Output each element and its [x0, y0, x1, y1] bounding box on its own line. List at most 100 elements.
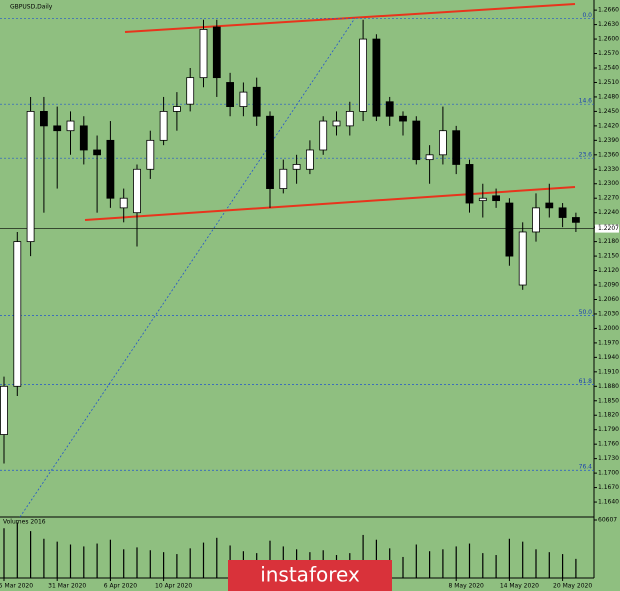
x-tick-label: 10 Apr 2020: [155, 583, 192, 590]
candle-body: [159, 111, 168, 141]
fib-label: 14.6: [579, 98, 593, 105]
candle-body: [292, 164, 301, 170]
candle-body: [385, 101, 394, 117]
last-price-box: [595, 224, 619, 233]
candle-body: [239, 91, 248, 107]
y-tick-label: 1.2420: [598, 122, 619, 129]
y-tick-label: 1.2480: [598, 93, 619, 100]
y-tick-label: 1.2600: [598, 36, 619, 43]
candle-body: [53, 125, 62, 132]
y-tick-label: 1.1730: [598, 455, 619, 462]
y-tick-label: 1.2270: [598, 195, 619, 202]
candle-body: [332, 120, 341, 127]
plot-layer: 1.2660 1.2630 1.2600 1.2570 1.2540 1.2510 1.24…: [0, 7, 619, 590]
y-tick-label: 1.2660: [598, 7, 619, 14]
last-price-label: 1.2207: [598, 225, 619, 232]
x-tick-label: 14 May 2020: [500, 583, 539, 590]
candle-body: [0, 385, 8, 435]
candle-body: [266, 115, 274, 189]
y-tick-label: 1.2540: [598, 65, 619, 72]
candle-body: [212, 26, 221, 79]
volume-title: Volumes 2016: [3, 519, 46, 526]
candle-body: [425, 154, 434, 161]
candle-body: [172, 106, 181, 112]
y-tick-label: 1.2510: [598, 79, 619, 86]
candle-body: [226, 82, 235, 107]
candle-body: [252, 86, 261, 117]
y-tick-label: 1.1850: [598, 397, 619, 404]
fib-label: 76.4: [579, 464, 593, 471]
x-tick-label: 8 May 2020: [449, 583, 484, 590]
y-tick-label: 1.2450: [598, 108, 619, 115]
candle-body: [452, 130, 461, 165]
candle-body: [359, 38, 368, 112]
candle-body: [572, 217, 580, 223]
y-tick-label: 1.1640: [598, 499, 619, 506]
y-tick-label: 1.1760: [598, 441, 619, 448]
volume-tick-label: 60607: [598, 517, 617, 524]
y-tick-label: 1.2360: [598, 151, 619, 158]
watermark-box: [228, 560, 392, 591]
y-tick-label: 1.2150: [598, 253, 619, 260]
candle-body: [133, 168, 141, 214]
x-tick-label: 25 Mar 2020: [0, 583, 33, 590]
candle-body: [412, 120, 421, 161]
candle-body: [558, 207, 567, 218]
candle-body: [465, 164, 474, 204]
fib-label: 23.6: [579, 152, 593, 159]
fib-label: 50.0: [579, 309, 593, 316]
watermark: instaforex: [260, 563, 360, 587]
candle-body: [13, 241, 22, 387]
y-tick-label: 1.1970: [598, 339, 619, 346]
x-tick-label: 31 Mar 2020: [48, 583, 86, 590]
candle-body: [505, 202, 514, 257]
chart-title: GBPUSD,Daily: [10, 4, 53, 11]
candle-body: [305, 149, 314, 170]
candle-body: [399, 115, 407, 122]
fib-diagonal: [19, 17, 356, 518]
y-tick-label: 1.2120: [598, 267, 619, 274]
y-tick-label: 1.1790: [598, 426, 619, 433]
x-tick-label: 6 Apr 2020: [104, 583, 137, 590]
y-tick-label: 1.1880: [598, 383, 619, 390]
y-tick-label: 1.2570: [598, 50, 619, 57]
candle-body: [319, 120, 328, 151]
y-tick-label: 1.2060: [598, 296, 619, 303]
y-tick-label: 1.2630: [598, 21, 619, 28]
fib-label: 61.8: [579, 378, 593, 385]
y-tick-label: 1.2030: [598, 310, 619, 317]
y-tick-label: 1.2000: [598, 325, 619, 332]
y-tick-label: 1.2180: [598, 238, 619, 245]
y-tick-label: 1.1910: [598, 368, 619, 375]
y-tick-label: 1.1670: [598, 484, 619, 491]
candle-body: [93, 149, 101, 156]
candle-body: [186, 77, 195, 105]
candle-body: [438, 130, 447, 156]
candle-body: [119, 197, 128, 209]
y-tick-label: 1.2300: [598, 180, 619, 187]
y-tick-label: 1.1700: [598, 470, 619, 477]
channel-lower: [84, 186, 576, 221]
candle-body: [492, 195, 501, 202]
candle-body: [279, 168, 288, 189]
candle-body: [66, 120, 75, 132]
candle-body: [40, 111, 48, 127]
candle-body: [345, 111, 354, 127]
y-tick-label: 1.1940: [598, 354, 619, 361]
y-tick-label: 1.2330: [598, 166, 619, 173]
candle-body: [79, 125, 88, 151]
x-tick-label: 20 May 2020: [553, 583, 592, 590]
fib-label: 0.0: [582, 12, 592, 19]
candle-body: [532, 207, 540, 233]
y-tick-label: 1.2090: [598, 282, 619, 289]
candle-body: [146, 139, 155, 170]
y-tick-label: 1.1820: [598, 412, 619, 419]
candle-body: [199, 29, 208, 79]
candle-body: [518, 231, 527, 286]
candle-body: [545, 202, 554, 209]
candle-body: [478, 197, 487, 202]
y-tick-label: 1.2240: [598, 209, 619, 216]
candle-body: [26, 111, 35, 243]
